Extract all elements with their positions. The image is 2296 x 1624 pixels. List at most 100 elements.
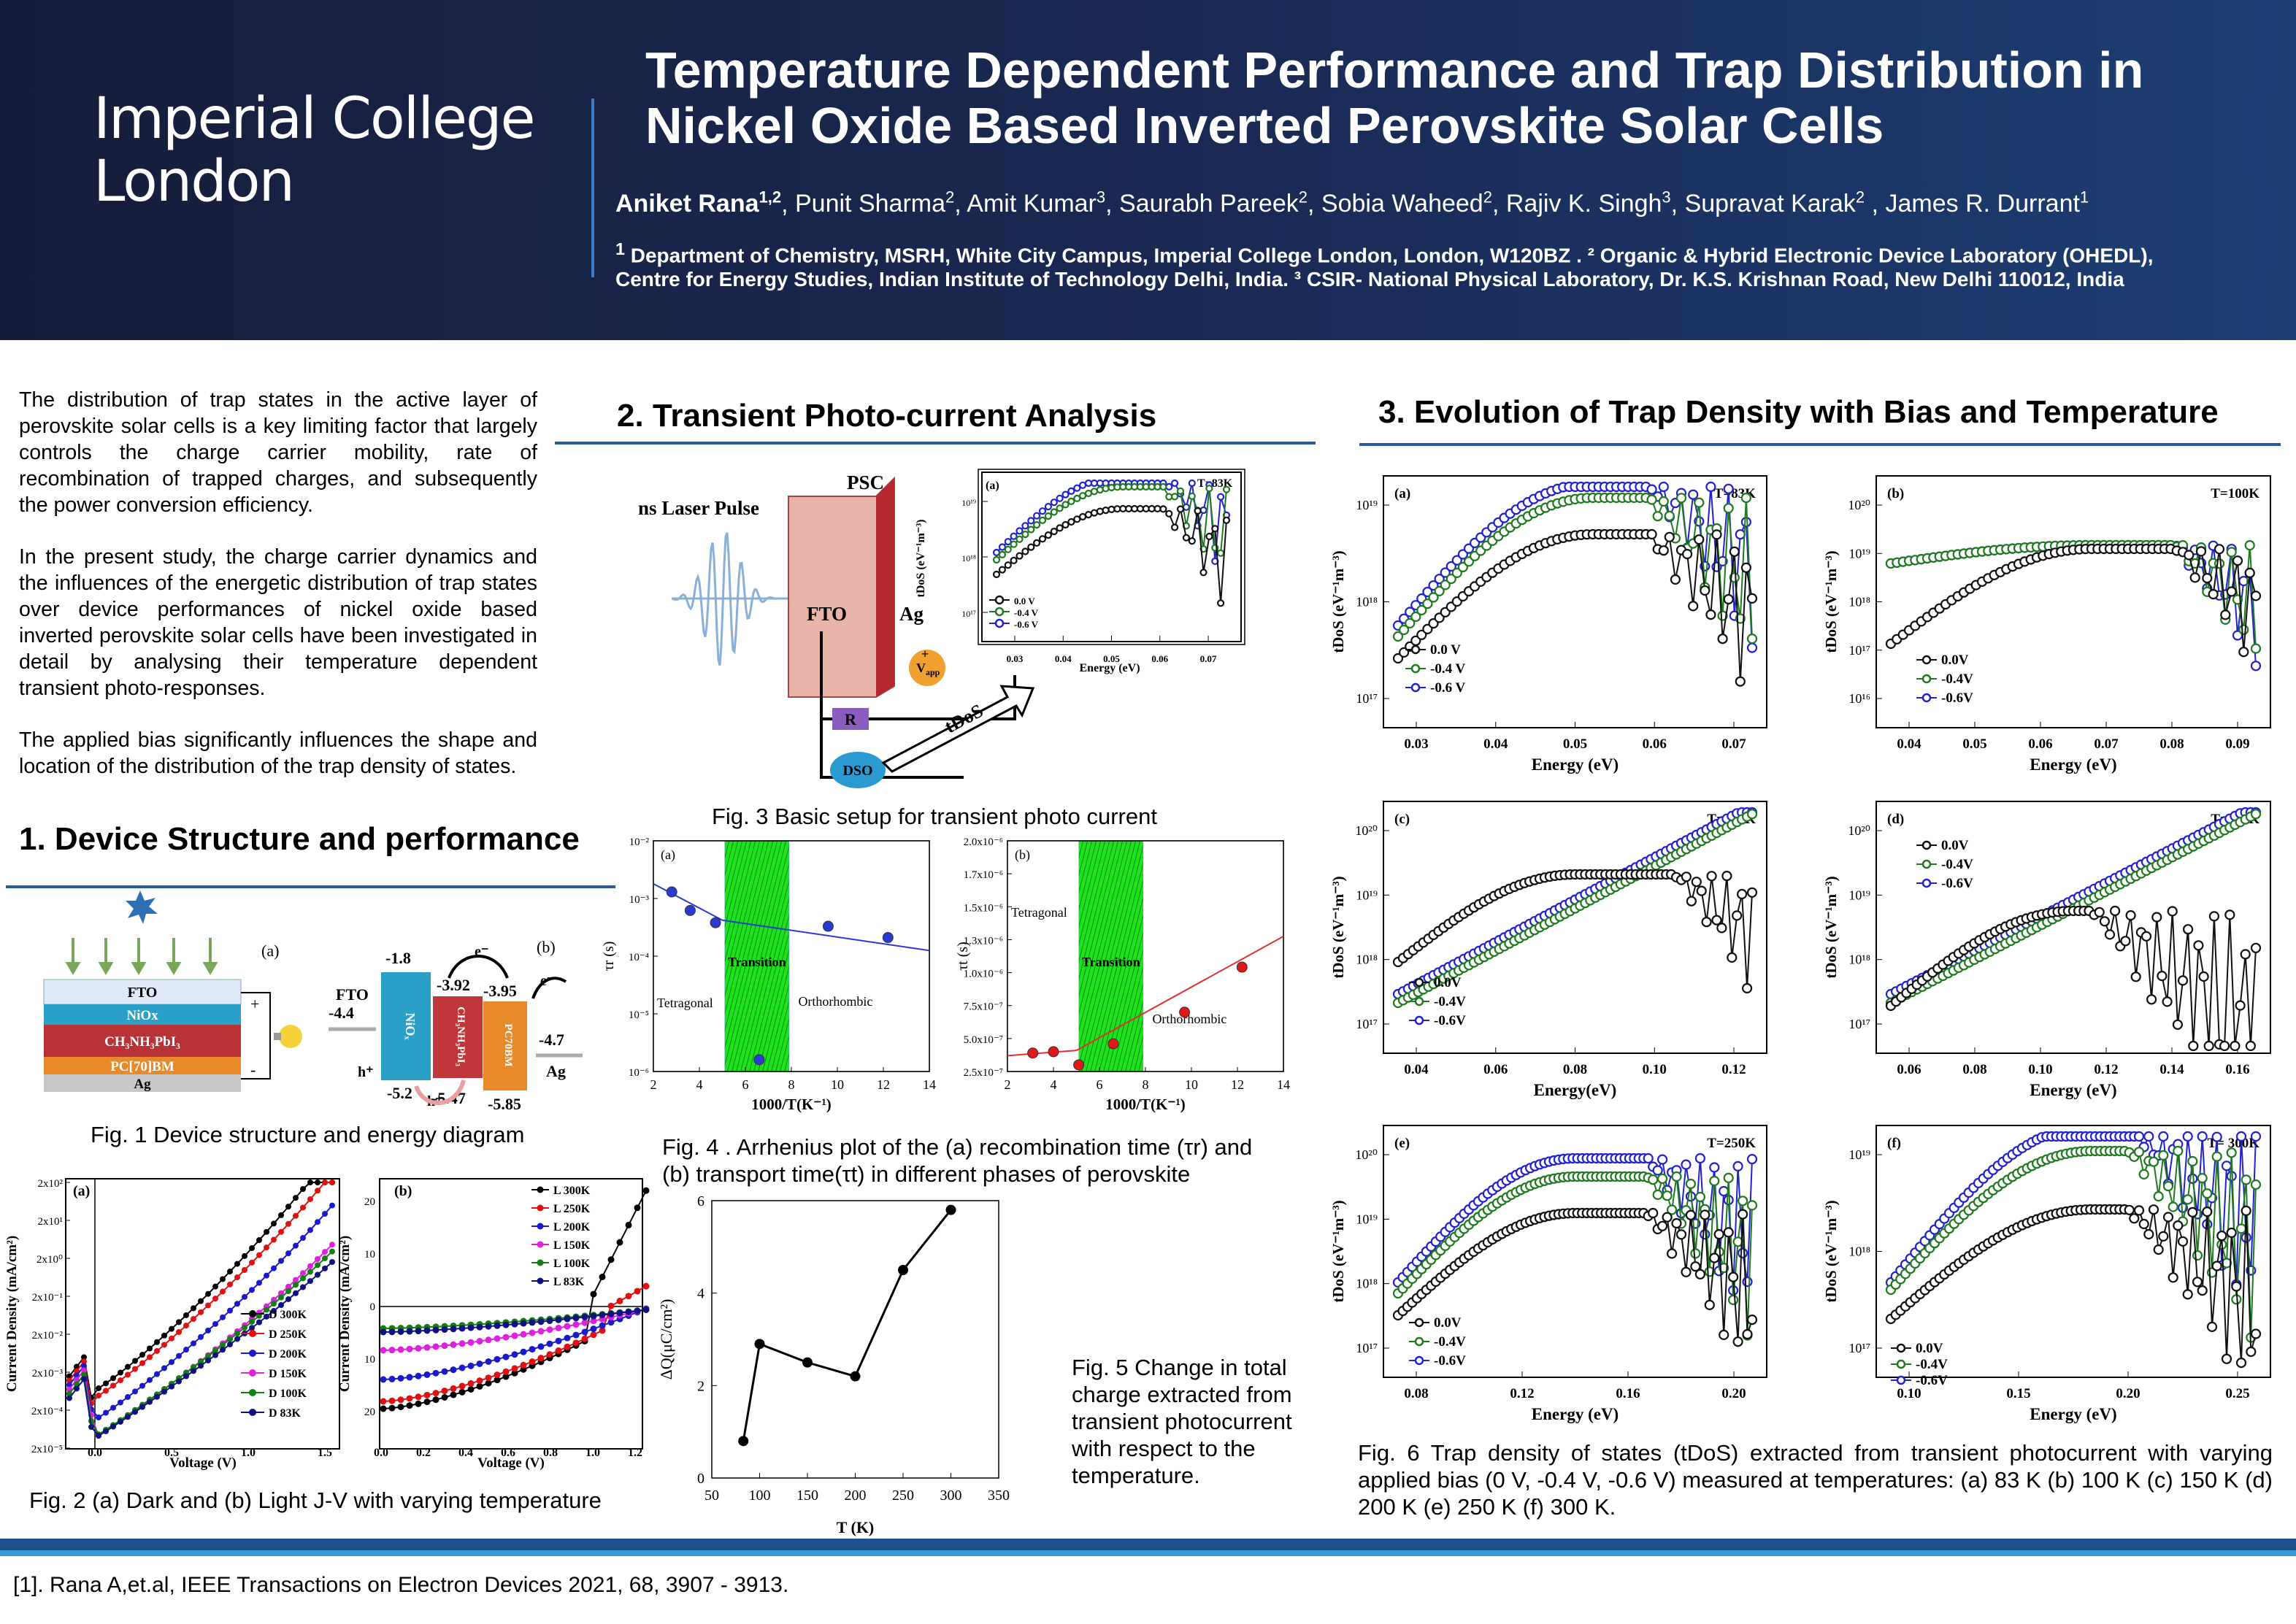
panel-point bbox=[1010, 532, 1018, 540]
panel-point bbox=[1176, 505, 1185, 513]
panel-point bbox=[2226, 1147, 2237, 1158]
fig6-panel-4: (e) T=250K tDoS (eV⁻¹m⁻³) Energy (eV) 10²⁰ 10… bbox=[1329, 1125, 1767, 1423]
panel-point bbox=[2246, 1346, 2257, 1358]
panel-point bbox=[1646, 528, 1657, 540]
fig2b-point bbox=[511, 1365, 518, 1372]
author-sup-4: 2 bbox=[1483, 188, 1492, 207]
panel-point bbox=[1719, 1262, 1729, 1274]
panel-ytick: 10¹⁸ bbox=[1848, 1244, 1870, 1259]
fig4-xtick: 14 bbox=[1277, 1077, 1290, 1092]
panel-point bbox=[2187, 1207, 2198, 1218]
resistor-icon bbox=[832, 708, 869, 730]
fig2b-point bbox=[485, 1358, 492, 1365]
fig2a-point bbox=[169, 1335, 174, 1342]
panel-point bbox=[1061, 501, 1070, 509]
fig4-tetragonal: Tetragonal bbox=[1011, 905, 1067, 920]
panel-legend-label: 0.0V bbox=[1434, 975, 1462, 990]
panel-point bbox=[1188, 537, 1196, 545]
fig2b-point bbox=[485, 1323, 492, 1330]
fig2a-point bbox=[315, 1271, 320, 1278]
niox-top: -1.8 bbox=[385, 949, 411, 967]
panel-point bbox=[1038, 507, 1047, 515]
panel-point bbox=[2250, 1179, 2262, 1190]
fig2a-point bbox=[293, 1195, 299, 1201]
panel-point bbox=[2168, 1201, 2178, 1212]
panel-point bbox=[2146, 994, 2157, 1005]
panel-point bbox=[2208, 589, 2219, 600]
fig2a-point bbox=[125, 1371, 131, 1378]
panel-label: (c) bbox=[1394, 812, 1410, 827]
panel-point bbox=[1727, 952, 1738, 963]
fig2a-label: (a) bbox=[73, 1183, 90, 1199]
intro-p1: The distribution of trap states in the a… bbox=[19, 388, 537, 517]
fig2a-point bbox=[205, 1327, 211, 1334]
fig5-xtick: 350 bbox=[988, 1488, 1010, 1504]
voltage-source-icon bbox=[909, 650, 945, 686]
panel-point bbox=[1732, 1336, 1743, 1347]
panel-point bbox=[1735, 676, 1746, 687]
panel-point bbox=[1685, 1209, 1696, 1220]
fig2a-point bbox=[227, 1307, 233, 1314]
fig2a-point bbox=[315, 1256, 320, 1263]
band-hatch bbox=[1090, 840, 1150, 1072]
fig4-caption-1: Fig. 4 . Arrhenius plot of the (a) recom… bbox=[662, 1134, 1253, 1160]
fig2a-point bbox=[329, 1248, 335, 1255]
plus-sign: + bbox=[250, 995, 259, 1013]
fig1-label-b: (b) bbox=[537, 938, 556, 956]
panel-point bbox=[2143, 1131, 2154, 1142]
panel-ytick: 10¹⁷ bbox=[1356, 1341, 1378, 1355]
panel-point bbox=[1056, 524, 1064, 532]
fig2a-point bbox=[322, 1265, 328, 1271]
panel-point bbox=[1746, 1200, 1758, 1211]
panel-point bbox=[2240, 949, 2251, 960]
inset-ylabel: tDoS (eV⁻¹m⁻³) bbox=[915, 520, 927, 598]
panel-point bbox=[1050, 499, 1058, 507]
fig2b-point bbox=[476, 1360, 483, 1367]
panel-point bbox=[2232, 555, 2243, 566]
fig2b-point bbox=[511, 1320, 518, 1328]
fig2b-point bbox=[476, 1382, 483, 1390]
panel-point bbox=[1392, 631, 1404, 642]
panel-xlabel: Energy(eV) bbox=[1534, 1081, 1617, 1099]
panel-xtick: 0.20 bbox=[2116, 1386, 2140, 1401]
panel-label: (e) bbox=[1394, 1136, 1410, 1151]
panel-point bbox=[1434, 585, 1445, 596]
panel-legend-marker bbox=[1414, 977, 1424, 988]
panel-xtick: 0.16 bbox=[1616, 1386, 1640, 1401]
panel-point bbox=[2182, 1194, 2193, 1205]
panel-point bbox=[1709, 1175, 1720, 1187]
panel-point bbox=[1021, 547, 1029, 555]
tdos-arrow bbox=[881, 685, 1035, 773]
fig4-ytick: 1.7x10⁻⁶ bbox=[964, 869, 1003, 881]
panel-point bbox=[1050, 527, 1058, 536]
fig2a-point bbox=[132, 1388, 138, 1395]
fig5-ytick: 4 bbox=[697, 1286, 704, 1302]
panel-point bbox=[2182, 1131, 2193, 1142]
panel-point bbox=[1165, 482, 1173, 491]
fig2b-curve bbox=[383, 1308, 647, 1351]
fig2b-point bbox=[502, 1373, 510, 1380]
fig2b-legend-marker bbox=[537, 1204, 544, 1212]
section-1-rule bbox=[6, 885, 615, 888]
fig2b-point bbox=[432, 1390, 439, 1397]
panel-point bbox=[1652, 511, 1663, 522]
fig2b-point bbox=[537, 1328, 545, 1335]
fig2a-point bbox=[329, 1258, 335, 1265]
fig2a-point bbox=[212, 1352, 218, 1358]
panel-point bbox=[1170, 523, 1179, 531]
panel-ytick: 10¹⁸ bbox=[1356, 1277, 1378, 1291]
panel-ytick: 10¹⁷ bbox=[961, 609, 976, 619]
fig2b-frame bbox=[379, 1178, 643, 1450]
panel-point bbox=[2250, 661, 2262, 671]
section-1-title: 1. Device Structure and performance bbox=[19, 821, 580, 857]
fig2b-point bbox=[406, 1374, 413, 1381]
fig2b-point bbox=[634, 1307, 641, 1315]
fig3-caption: Fig. 3 Basic setup for transient photo c… bbox=[712, 804, 1157, 829]
fig2b-point bbox=[572, 1331, 580, 1339]
panel-point bbox=[2192, 1277, 2203, 1288]
panel-xtick: 0.08 bbox=[1962, 1062, 1986, 1077]
panel-legend-label: -0.4V bbox=[1434, 1334, 1466, 1350]
fig4-xtick: 4 bbox=[696, 1077, 703, 1092]
panel-point bbox=[1073, 484, 1081, 492]
panel-point bbox=[2143, 1228, 2154, 1240]
